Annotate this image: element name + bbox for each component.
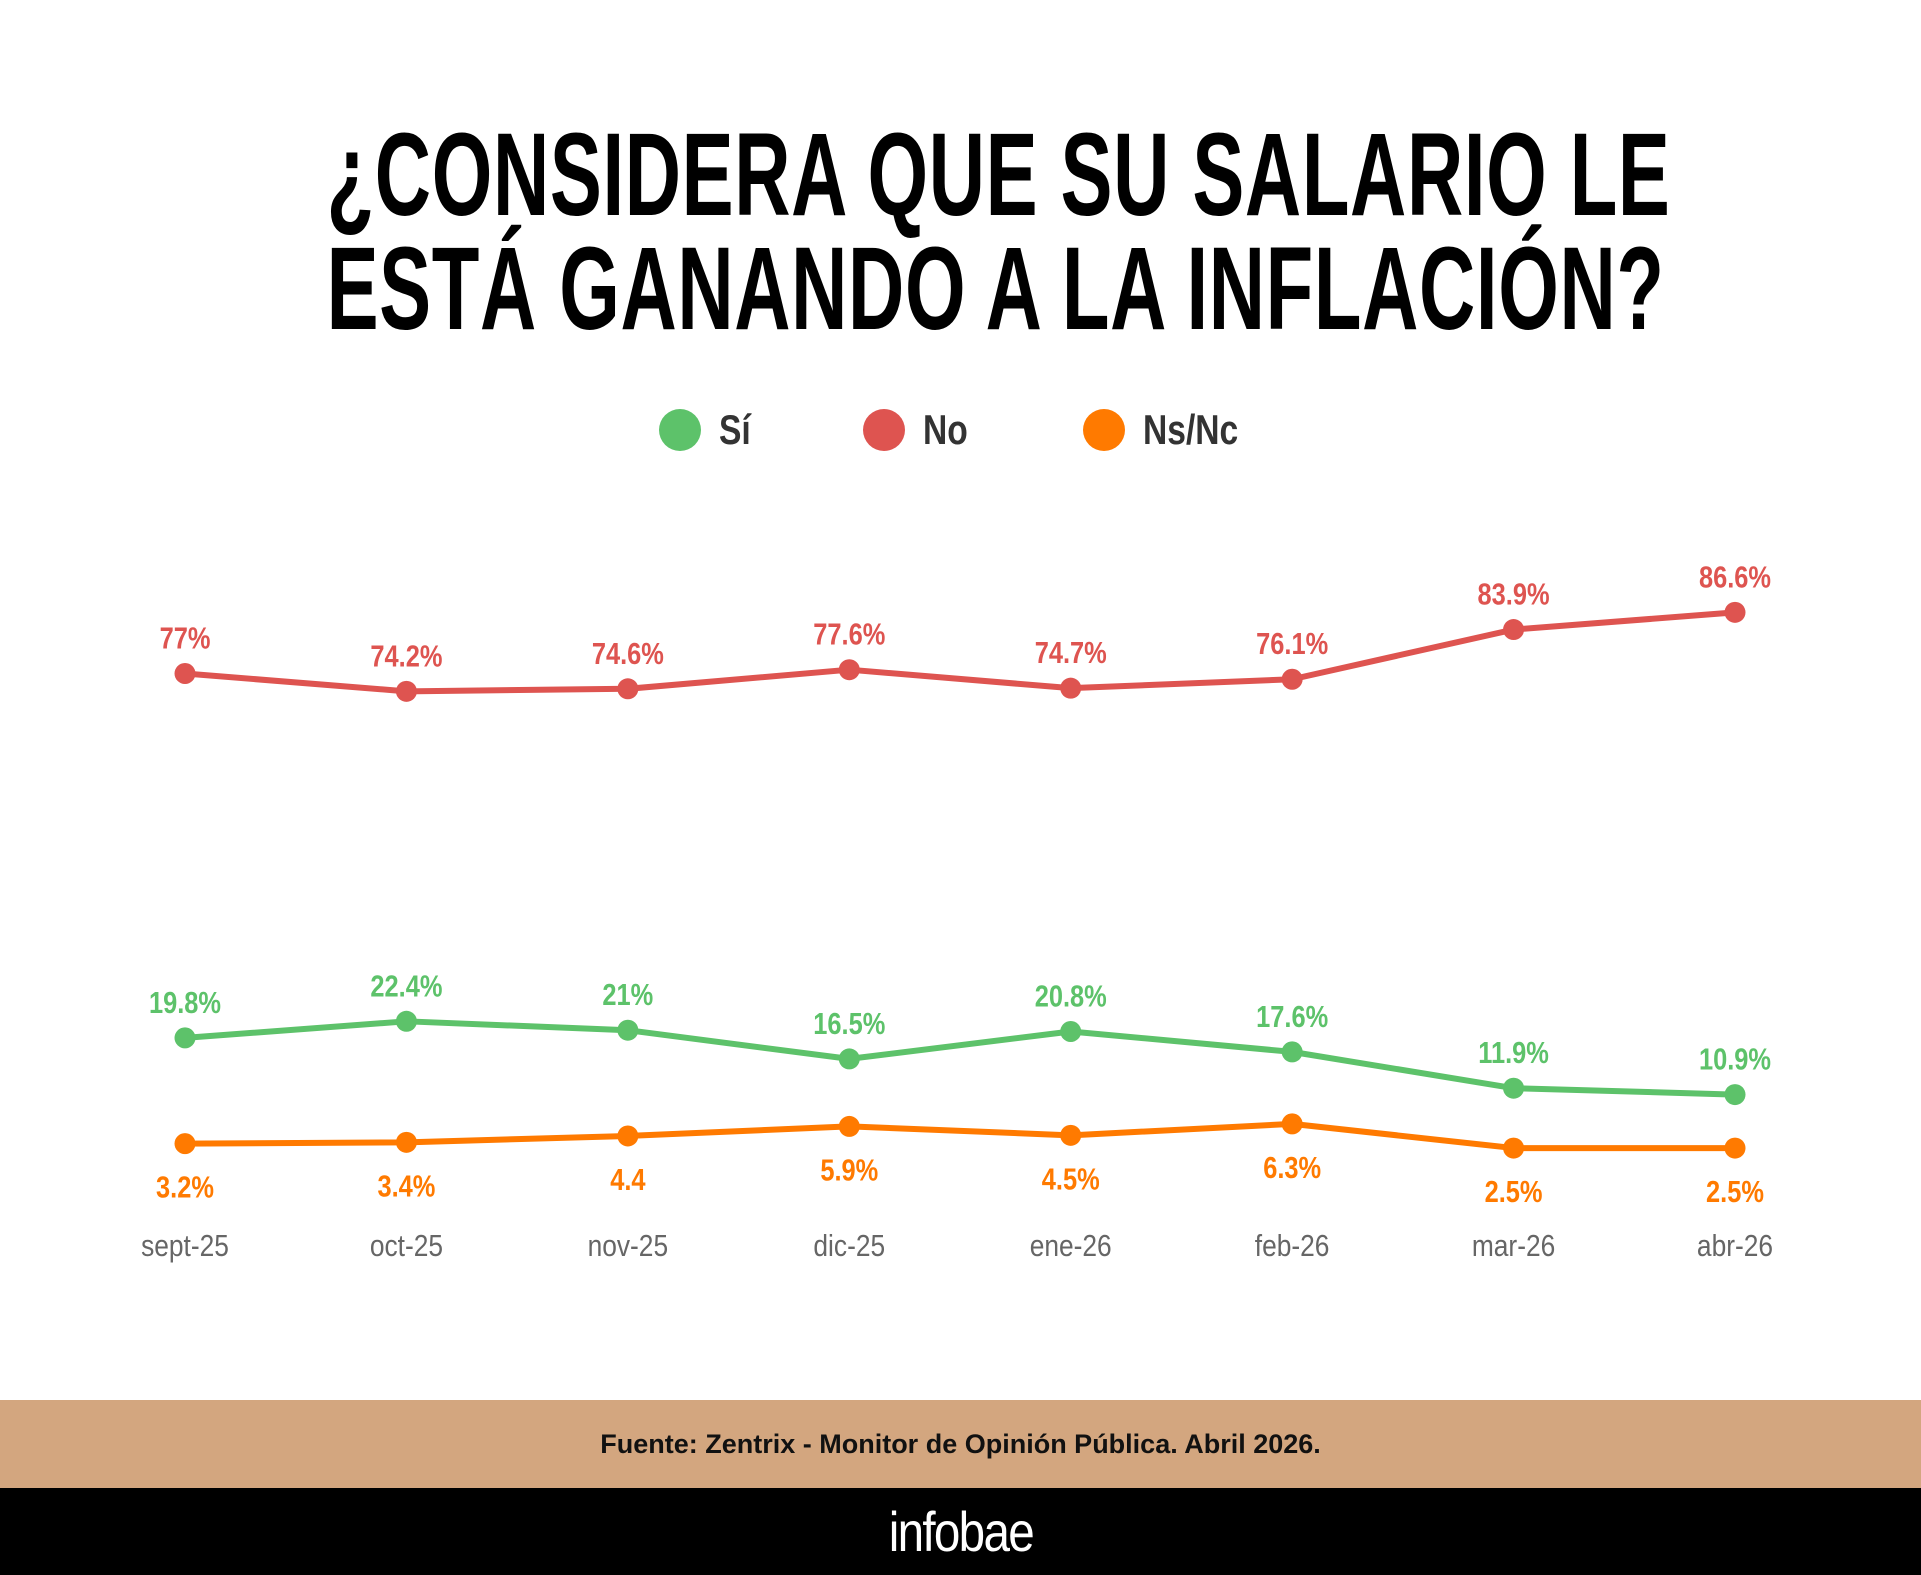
series-line-0 bbox=[184, 1018, 1736, 1098]
data-point bbox=[617, 1019, 639, 1041]
data-label: 77% bbox=[160, 621, 211, 656]
data-label: 74.2% bbox=[370, 639, 442, 674]
legend-item-no: No bbox=[862, 406, 979, 454]
series-line-1 bbox=[184, 609, 1736, 695]
data-label: 77.6% bbox=[813, 617, 885, 652]
data-label: 4.4 bbox=[610, 1163, 646, 1198]
title-line-2: ESTÁ GANANDO A LA INFLACIÓN? bbox=[326, 223, 1665, 355]
data-point bbox=[1724, 1137, 1746, 1159]
x-tick-label: oct-25 bbox=[370, 1229, 443, 1263]
data-label: 17.6% bbox=[1256, 1000, 1328, 1035]
legend-label: Sí bbox=[719, 406, 751, 453]
series-line-2 bbox=[184, 1120, 1735, 1152]
data-label: 74.7% bbox=[1035, 636, 1107, 671]
data-label: 2.5% bbox=[1706, 1175, 1764, 1210]
legend-label: Ns/Nc bbox=[1142, 406, 1239, 453]
data-point bbox=[1060, 677, 1082, 699]
data-point bbox=[617, 678, 639, 700]
data-label: 2.5% bbox=[1485, 1175, 1543, 1210]
legend-item-nsnc: Ns/Nc bbox=[1082, 406, 1262, 454]
data-point bbox=[174, 1027, 196, 1049]
data-label: 83.9% bbox=[1478, 577, 1550, 612]
data-point bbox=[174, 663, 196, 685]
x-tick-label: dic-25 bbox=[813, 1229, 885, 1263]
data-point bbox=[1060, 1021, 1082, 1043]
x-tick-label: ene-26 bbox=[1030, 1229, 1112, 1263]
data-label: 86.6% bbox=[1699, 560, 1771, 595]
legend: Sí No Ns/Nc bbox=[0, 406, 1921, 454]
data-point bbox=[395, 680, 417, 702]
x-tick-label: nov-25 bbox=[588, 1229, 669, 1263]
infobae-logo: infobae bbox=[888, 1500, 1034, 1563]
data-point bbox=[617, 1125, 639, 1147]
source-band: Fuente: Zentrix - Monitor de Opinión Púb… bbox=[0, 1400, 1921, 1488]
line-chart: sept-25 oct-25 nov-25 dic-25 ene-26 feb-26 mar… bbox=[141, 560, 1773, 1264]
data-label: 4.5% bbox=[1042, 1162, 1100, 1197]
data-point bbox=[174, 1133, 196, 1155]
x-tick-label: mar-26 bbox=[1472, 1229, 1555, 1263]
chart-title: ¿CONSIDERA QUE SU SALARIO LE ESTÁ GANAND… bbox=[0, 109, 1921, 355]
data-label: 74.6% bbox=[592, 636, 664, 671]
data-point bbox=[1724, 601, 1746, 623]
data-label: 10.9% bbox=[1699, 1042, 1771, 1077]
data-label: 3.4% bbox=[377, 1169, 435, 1204]
title-line-1: ¿CONSIDERA QUE SU SALARIO LE bbox=[326, 109, 1671, 241]
data-label: 6.3% bbox=[1263, 1151, 1321, 1186]
data-point bbox=[1281, 668, 1303, 690]
data-point bbox=[395, 1010, 417, 1032]
source-text: Fuente: Zentrix - Monitor de Opinión Púb… bbox=[600, 1428, 1321, 1459]
data-point bbox=[1281, 1113, 1303, 1135]
x-tick-label: sept-25 bbox=[141, 1229, 229, 1263]
legend-item-si: Sí bbox=[659, 406, 759, 454]
data-point bbox=[1503, 1137, 1525, 1159]
legend-label: No bbox=[922, 406, 968, 453]
data-point bbox=[838, 1115, 860, 1137]
data-label: 22.4% bbox=[370, 969, 442, 1004]
data-label: 76.1% bbox=[1256, 627, 1328, 662]
data-point bbox=[1281, 1041, 1303, 1063]
data-label: 5.9% bbox=[820, 1153, 878, 1188]
data-point bbox=[838, 659, 860, 681]
logo-band: infobae bbox=[0, 1488, 1921, 1575]
data-point bbox=[1503, 619, 1525, 641]
data-point bbox=[395, 1131, 417, 1153]
data-point bbox=[1724, 1084, 1746, 1106]
legend-swatch-si bbox=[659, 409, 702, 451]
data-label: 11.9% bbox=[1478, 1036, 1549, 1071]
data-label: 20.8% bbox=[1035, 979, 1107, 1014]
data-label: 16.5% bbox=[813, 1007, 885, 1042]
x-tick-label: abr-26 bbox=[1697, 1229, 1773, 1263]
data-point bbox=[838, 1048, 860, 1070]
data-point bbox=[1503, 1077, 1525, 1099]
data-label: 19.8% bbox=[149, 986, 221, 1021]
x-tick-label: feb-26 bbox=[1255, 1229, 1330, 1263]
legend-swatch-no bbox=[862, 409, 905, 451]
legend-swatch-nsnc bbox=[1082, 409, 1125, 451]
data-label: 21% bbox=[602, 978, 653, 1013]
data-point bbox=[1060, 1124, 1082, 1146]
data-label: 3.2% bbox=[156, 1170, 214, 1205]
